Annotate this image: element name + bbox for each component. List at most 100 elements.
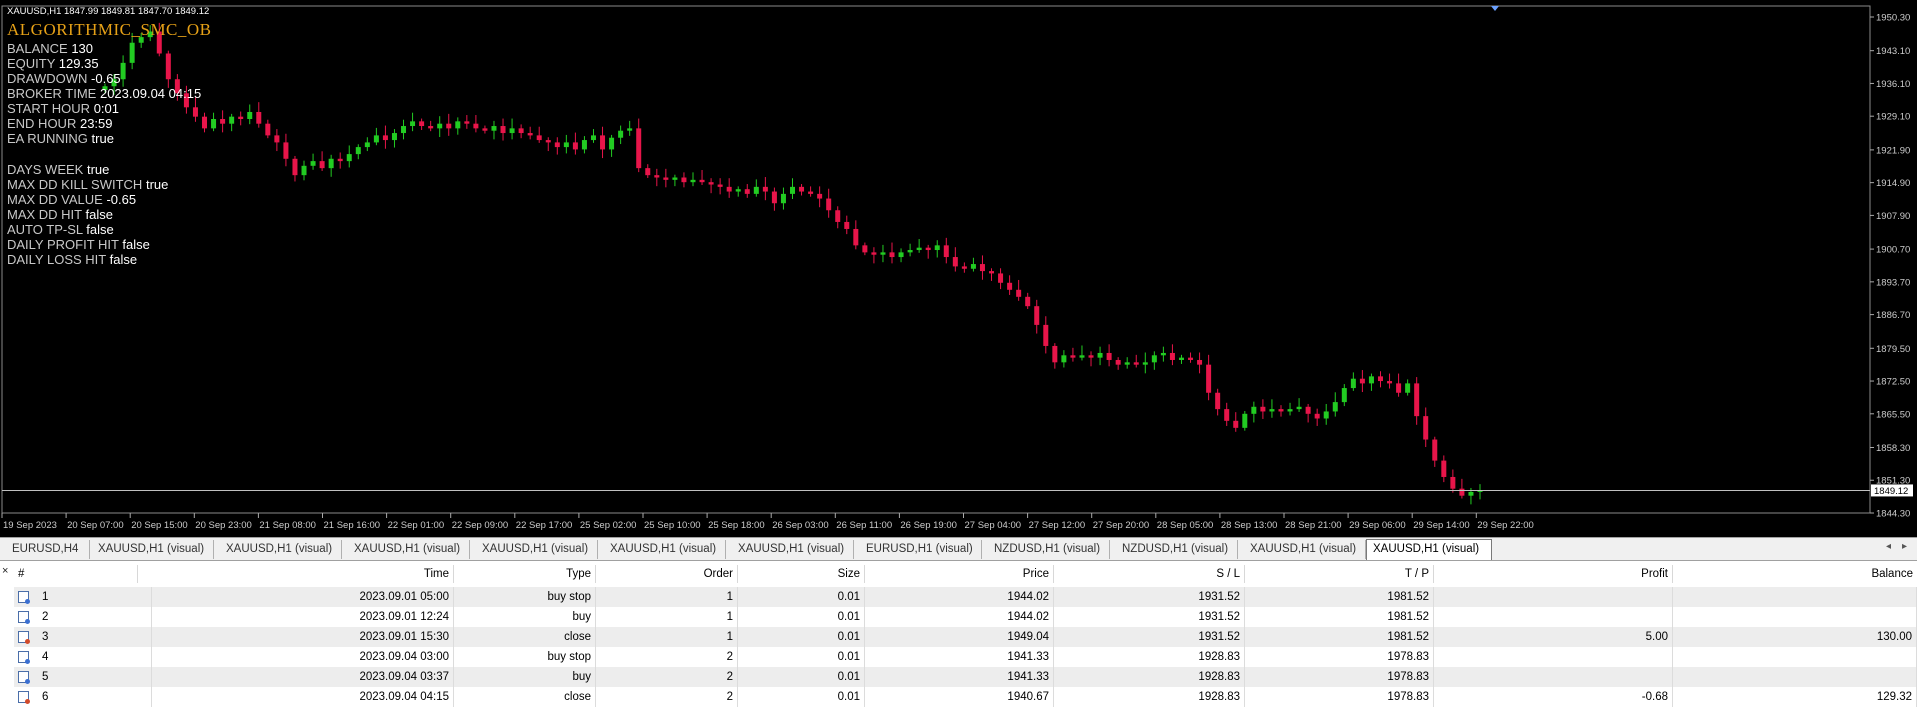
bear-candle (419, 121, 425, 127)
bull-candle (590, 135, 596, 141)
price-chart[interactable]: 1950.30 1943.10 1936.10 1929.10 1921.90 1914.… (0, 0, 1917, 537)
time-tick-label: 28 Sep 21:00 (1285, 520, 1342, 531)
price-tick-label: 1851.30 (1876, 476, 1910, 487)
bull-candle (618, 130, 624, 138)
candlestick-chart[interactable]: 1950.30 1943.10 1936.10 1929.10 1921.90 1914.… (0, 0, 1917, 537)
column-header-sl[interactable]: S / L (1054, 565, 1245, 583)
bull-candle (1323, 411, 1329, 419)
column-header-tp[interactable]: T / P (1245, 565, 1434, 583)
time-tick-label: 29 Sep 22:00 (1477, 520, 1534, 531)
cell-time: 2023.09.04 04:15 (138, 687, 454, 707)
bull-candle (1269, 409, 1275, 412)
bull-candle (880, 252, 886, 255)
ea-equity-value: 129.35 (58, 56, 99, 71)
tab-scroll-right-icon[interactable]: ▸ (1902, 541, 1908, 552)
bull-candle (1097, 352, 1103, 358)
bull-candle (111, 79, 117, 87)
table-row[interactable]: 6 2023.09.04 04:15 close 2 0.01 1940.67 1928.8… (14, 687, 1917, 707)
column-header-time[interactable]: Time (138, 565, 454, 583)
price-axis: 1950.30 1943.10 1936.10 1929.10 1921.90 1914.… (1870, 13, 1913, 520)
table-row[interactable]: 5 2023.09.04 03:37 buy 2 0.01 1941.33 1928.83 1… (14, 667, 1917, 687)
time-tick-label: 20 Sep 07:00 (67, 520, 124, 531)
bear-candle (1188, 357, 1194, 360)
time-tick-label: 21 Sep 08:00 (259, 520, 316, 531)
bear-candle (681, 177, 687, 183)
bear-candle (156, 31, 162, 54)
column-header-profit[interactable]: Profit (1434, 565, 1673, 583)
tab-scroll-left-icon[interactable]: ◂ (1886, 541, 1892, 552)
close-panel-icon[interactable]: × (2, 565, 9, 577)
chart-tab[interactable]: XAUUSD,H1 (visual) (220, 540, 342, 559)
bear-candle (889, 252, 895, 258)
bear-candle (636, 128, 642, 169)
bear-candle (699, 179, 705, 183)
chart-tab[interactable]: XAUUSD,H1 (visual) (604, 540, 726, 559)
ea-balance: BALANCE 130 (7, 41, 93, 56)
cell-type: buy (454, 607, 596, 627)
bull-candle (609, 137, 615, 150)
chart-tab[interactable]: XAUUSD,H1 (visual) (92, 540, 214, 559)
column-header-size[interactable]: Size (738, 565, 865, 583)
cell-balance: 129.32 (1673, 687, 1917, 707)
chart-tab[interactable]: XAUUSD,H1 (visual) (732, 540, 854, 559)
column-header-order[interactable]: Order (596, 565, 738, 583)
price-tick-label: 1893.70 (1876, 277, 1910, 288)
bear-candle (952, 257, 958, 267)
table-row[interactable]: 2 2023.09.01 12:24 buy 1 0.01 1944.02 1931.52 1… (14, 607, 1917, 627)
bear-candle (265, 123, 271, 136)
ea-start-hour-value: 0:01 (93, 101, 120, 116)
chart-tab[interactable]: EURUSD,H4 (6, 540, 90, 559)
column-header-balance[interactable]: Balance (1871, 568, 1913, 580)
table-row[interactable]: 4 2023.09.04 03:00 buy stop 2 0.01 1941.33 192… (14, 647, 1917, 667)
table-row[interactable]: 3 2023.09.01 15:30 close 1 0.01 1949.04 1931.5… (14, 627, 1917, 647)
ea-start-hour-label: START HOUR (7, 101, 91, 116)
deal-order-icon (18, 591, 30, 604)
bull-candle (1160, 352, 1166, 356)
bear-candle (500, 126, 506, 134)
chart-tab[interactable]: XAUUSD,H1 (visual) (1244, 540, 1366, 559)
bear-candle (473, 123, 479, 129)
bear-candle (1459, 488, 1465, 496)
column-header-price[interactable]: Price (865, 565, 1054, 583)
cell-sl: 1928.83 (1054, 647, 1245, 667)
chart-tab[interactable]: XAUUSD,H1 (visual) (348, 540, 470, 559)
bear-candle (1106, 352, 1112, 360)
chart-tab[interactable]: EURUSD,H1 (visual) (860, 540, 982, 559)
ea-max-dd-hit-value: false (85, 207, 113, 222)
bear-candle (1377, 376, 1383, 382)
bear-candle (979, 264, 985, 272)
time-axis: 19 Sep 2023 20 Sep 07:00 20 Sep 15:00 20 Se… (1, 513, 1534, 531)
cell-price: 1949.04 (865, 627, 1054, 647)
bear-candle (1052, 345, 1058, 363)
cell-time: 2023.09.01 15:30 (138, 627, 454, 647)
ea-broker-time: BROKER TIME 2023.09.04 04:15 (7, 86, 201, 101)
ea-auto-tpsl-label: AUTO TP-SL (7, 222, 83, 237)
chart-tab-active[interactable]: XAUUSD,H1 (visual) (1366, 539, 1492, 560)
cell-number: 3 (38, 627, 152, 647)
time-tick-label: 25 Sep 10:00 (644, 520, 701, 531)
deal-type-dot-icon (25, 679, 30, 684)
bear-candle (464, 121, 470, 124)
bear-candle (1441, 460, 1447, 477)
bull-candle (229, 116, 235, 124)
bear-candle (527, 133, 533, 136)
bear-candle (1016, 289, 1022, 297)
bear-candle (545, 140, 551, 143)
chart-tab[interactable]: NZDUSD,H1 (visual) (1116, 540, 1238, 559)
bull-candle (790, 186, 795, 194)
chart-tab[interactable]: NZDUSD,H1 (visual) (988, 540, 1110, 559)
bear-candle (762, 186, 768, 192)
bear-candle (1387, 381, 1393, 384)
bear-candle (817, 193, 823, 199)
bear-candle (192, 107, 198, 117)
column-header-number[interactable]: # (14, 565, 138, 583)
bull-candle (247, 111, 253, 120)
cell-order: 2 (596, 647, 738, 667)
ea-max-dd-value-value: -0.65 (106, 192, 137, 207)
chart-tab[interactable]: XAUUSD,H1 (visual) (476, 540, 598, 559)
bull-candle (391, 133, 397, 141)
time-tick-label: 20 Sep 15:00 (131, 520, 188, 531)
column-header-type[interactable]: Type (454, 565, 596, 583)
table-row[interactable]: 1 2023.09.01 05:00 buy stop 1 0.01 1944.02 193… (14, 587, 1917, 607)
bear-candle (1224, 409, 1230, 421)
